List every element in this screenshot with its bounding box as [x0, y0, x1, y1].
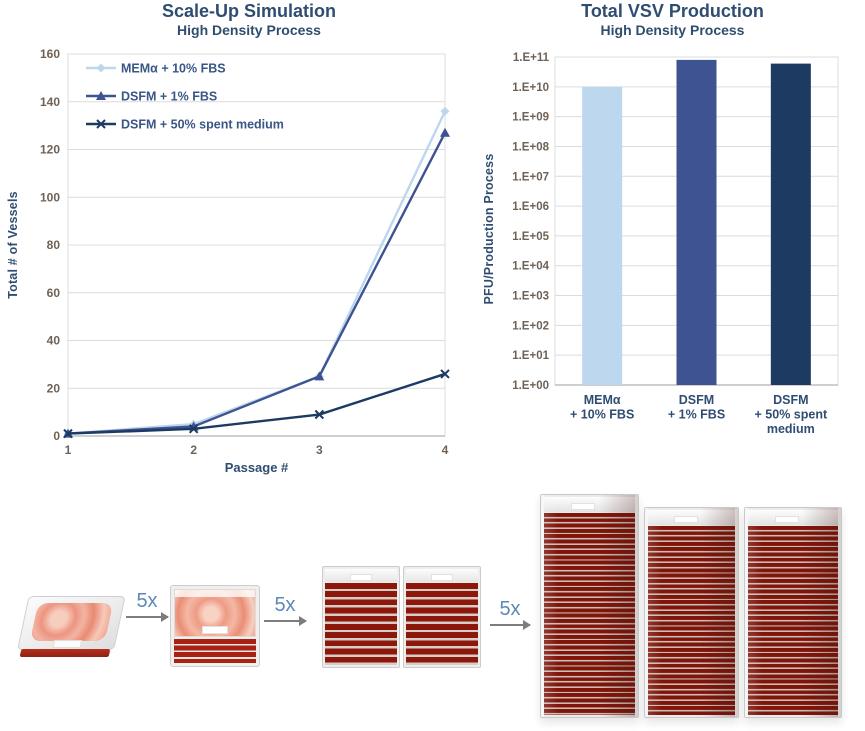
y-tick-label: 60 — [47, 286, 61, 300]
x-tick-label: 2 — [190, 443, 197, 457]
cell-stack-10-image — [403, 566, 481, 668]
x-tick-label: 4 — [442, 443, 449, 457]
y-tick-label: 160 — [40, 47, 60, 61]
category-label: DSFM + 50% spent medium — [755, 393, 828, 436]
left-chart-subtitle: High Density Process — [177, 22, 321, 38]
arrow-right-icon — [490, 620, 531, 630]
y-tick-label: 1.E+08 — [512, 141, 549, 153]
left-chart-title: Scale-Up Simulation — [161, 1, 337, 21]
diamond-marker-icon — [440, 106, 450, 116]
bar-chart-plot: 1.E+00 1.E+01 1.E+02 1.E+03 1.E+04 1.E+05 1.E+… — [512, 52, 839, 436]
cell-stack-10-image — [322, 566, 400, 668]
right-chart-title: Total VSV Production — [581, 1, 764, 21]
line-plot-area: 0 20 40 60 80 100 120 140 160 1 2 3 4 MEMα + 10% FBS D… — [40, 47, 450, 457]
diamond-marker-icon — [96, 63, 106, 73]
triangle-marker-icon — [314, 371, 325, 381]
y-tick-label: 1.E+09 — [512, 112, 549, 124]
y-tick-label: 1.E+02 — [512, 320, 549, 332]
x-marker-icon — [188, 424, 199, 434]
scale-step-0: 5x — [126, 590, 169, 622]
stack-top-cap — [325, 569, 397, 582]
y-tick-label: 140 — [40, 95, 60, 109]
right-chart-subtitle: High Density Process — [600, 22, 745, 38]
x-marker-icon — [440, 369, 450, 379]
stack-layers — [544, 513, 635, 715]
bar — [676, 59, 717, 385]
stack-layers — [648, 526, 735, 715]
scale-factor-label: 5x — [136, 590, 158, 612]
x-tick-label: 3 — [316, 443, 323, 457]
y-tick-label: 1.E+03 — [512, 291, 549, 303]
tray-medium — [30, 603, 114, 641]
legend-label: DSFM + 50% spent medium — [121, 118, 284, 132]
series-line — [67, 372, 446, 435]
y-tick-label: 0 — [53, 429, 60, 443]
scale-up-process-flow: 5x 5x 5x — [0, 486, 865, 731]
bar-plot-area: 1.E+00 1.E+01 1.E+02 1.E+03 1.E+04 1.E+05 1.E+… — [512, 52, 839, 436]
cell-stack-40-image — [644, 507, 739, 718]
y-tick-label: 1.E+04 — [512, 261, 549, 273]
y-tick-label: 1.E+11 — [513, 52, 550, 64]
stack-top-cap — [543, 497, 636, 512]
arrow-right-icon — [264, 616, 307, 626]
y-tick-label: 40 — [47, 334, 61, 348]
scale-up-chart: Scale-Up Simulation High Density Process… — [0, 0, 470, 478]
stack-layers — [406, 583, 478, 665]
y-tick-label: 80 — [47, 238, 61, 252]
stack-layers — [748, 526, 838, 715]
stack-top-cap — [174, 589, 256, 637]
legend-label: DSFM + 1% FBS — [121, 90, 217, 104]
scale-factor-label: 5x — [499, 598, 521, 620]
y-tick-label: 1.E+00 — [512, 380, 549, 392]
cell-stack-40-image — [540, 494, 639, 718]
y-tick-label: 1.E+05 — [512, 231, 549, 243]
scale-factor-label: 5x — [274, 594, 296, 616]
vsv-production-chart: Total VSV Production High Density Proces… — [480, 0, 865, 470]
stack-layers — [325, 583, 397, 665]
flow-stage-five-layer-stack — [170, 585, 260, 667]
category-label: MEMα + 10% FBS — [570, 393, 634, 422]
y-tick-label: 20 — [47, 381, 61, 395]
left-x-axis-title: Passage # — [224, 460, 289, 475]
x-marker-icon — [96, 119, 106, 129]
stack-top-cap — [647, 510, 736, 525]
stack-top-cap — [747, 510, 839, 525]
bar — [770, 63, 811, 386]
culture-tray-image — [15, 596, 126, 658]
category-label: DSFM + 1% FBS — [668, 393, 725, 422]
scale-step-1: 5x — [264, 594, 307, 626]
left-y-axis-title: Total # of Vessels — [6, 191, 20, 299]
bar — [582, 86, 623, 385]
x-marker-icon — [314, 409, 325, 420]
arrow-right-icon — [126, 612, 169, 622]
x-tick-label: 1 — [65, 443, 72, 457]
y-tick-label: 1.E+07 — [512, 171, 549, 183]
x-marker-icon — [63, 428, 73, 439]
triangle-marker-icon — [440, 127, 450, 137]
right-y-axis-title: PFU/Production Process — [482, 153, 496, 305]
y-tick-label: 1.E+10 — [512, 82, 549, 94]
flow-stage-single-layer-vessel — [17, 596, 126, 658]
scale-step-2: 5x — [490, 598, 531, 630]
y-tick-label: 100 — [40, 190, 60, 204]
tray-red-edge — [19, 649, 111, 657]
stack-layers — [174, 639, 256, 663]
flow-stage-forty-layer-stacks — [540, 494, 842, 718]
stack-top-cap — [406, 569, 478, 582]
flow-stage-ten-layer-stacks — [322, 566, 481, 668]
y-tick-label: 1.E+06 — [512, 201, 549, 213]
line-chart-plot: 0 20 40 60 80 100 120 140 160 1 2 3 4 MEMα + 10% FBS D… — [40, 47, 450, 457]
triangle-marker-icon — [96, 91, 106, 100]
tray-label-chip — [52, 640, 83, 648]
series-line — [67, 110, 447, 435]
cell-stack-5-image — [170, 585, 260, 667]
y-tick-label: 120 — [40, 143, 60, 157]
cell-stack-40-image — [744, 507, 842, 718]
legend-label: MEMα + 10% FBS — [121, 62, 226, 76]
y-tick-label: 1.E+01 — [512, 350, 549, 362]
